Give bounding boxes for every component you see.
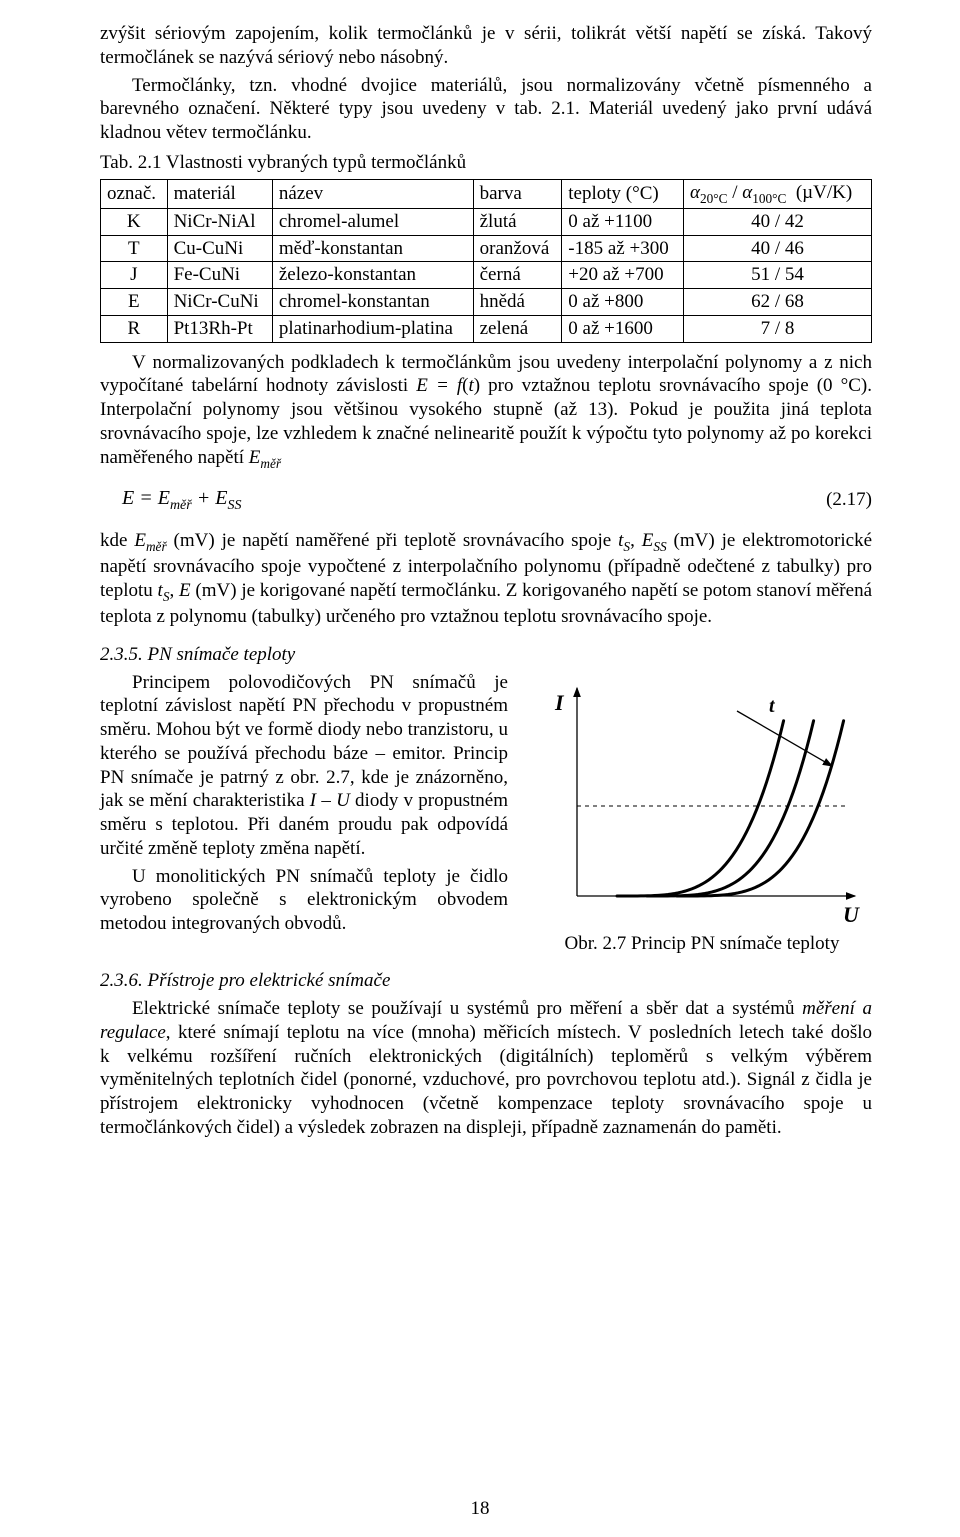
table-row: TCu-CuNiměď-konstantanoranžová-185 až +3… xyxy=(101,235,872,262)
equation-formula: E = Eměř + ESS xyxy=(122,486,241,515)
svg-text:I: I xyxy=(554,690,565,715)
section-235-title: 2.3.5. PN snímače teploty xyxy=(100,643,872,667)
table-row: KNiCr-NiAlchromel-alumelžlutá0 až +11004… xyxy=(101,208,872,235)
section-236-body: Elektrické snímače teploty se používají … xyxy=(100,997,872,1140)
table-row: JFe-CuNiželezo-konstantančerná+20 až +70… xyxy=(101,262,872,289)
thermocouple-table: označ. materiál název barva teploty (°C)… xyxy=(100,179,872,343)
section-236-title: 2.3.6. Přístroje pro elektrické snímače xyxy=(100,969,872,993)
equation-number: (2.17) xyxy=(802,488,872,512)
pn-paragraph-1: Principem polovodičových PN snímačů je t… xyxy=(100,671,508,861)
page-number: 18 xyxy=(0,1497,960,1521)
svg-text:U: U xyxy=(843,902,860,926)
after-equation-paragraph: kde Eměř (mV) je napětí naměřené při tep… xyxy=(100,529,872,629)
pn-paragraph-2: U monolitických PN snímačů teploty je či… xyxy=(100,865,508,936)
th-teploty: teploty (°C) xyxy=(562,179,684,208)
th-alpha: α20°C / α100°C (µV/K) xyxy=(683,179,871,208)
th-oznac: označ. xyxy=(101,179,168,208)
figure-caption: Obr. 2.7 Princip PN snímače teploty xyxy=(565,932,840,956)
table-caption: Tab. 2.1 Vlastnosti vybraných typů termo… xyxy=(100,151,872,175)
svg-text:t: t xyxy=(769,695,776,717)
figure-pn-diagram: I Ut xyxy=(537,671,867,926)
th-nazev: název xyxy=(272,179,473,208)
table-row: RPt13Rh-Ptplatinarhodium-platinazelená0 … xyxy=(101,315,872,342)
intro-paragraph-2: Termočlánky, tzn. vhodné dvojice materiá… xyxy=(100,74,872,145)
table-row: ENiCr-CuNichromel-konstantanhnědá0 až +8… xyxy=(101,289,872,316)
polynom-paragraph: V normalizovaných podkladech k termočlán… xyxy=(100,351,872,472)
equation-row: E = Eměř + ESS (2.17) xyxy=(122,486,872,515)
intro-paragraph-1: zvýšit sériovým zapojením, kolik termočl… xyxy=(100,22,872,70)
th-material: materiál xyxy=(167,179,272,208)
th-barva: barva xyxy=(473,179,562,208)
